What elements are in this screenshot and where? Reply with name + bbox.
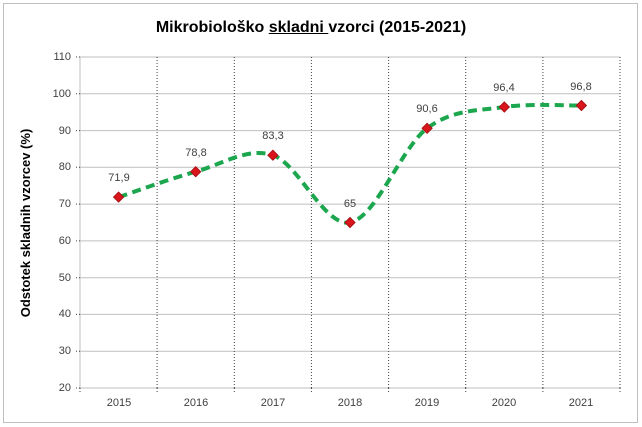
y-axis-tick-label: 60 (58, 235, 71, 247)
chart-title-prefix: Mikrobiološko (155, 19, 269, 36)
x-axis-tick-label: 2018 (337, 397, 363, 409)
y-axis-title: Odstotek skladnih vzorcev (%) (18, 128, 33, 318)
data-point-label: 83,3 (262, 130, 284, 142)
y-axis-tick-label: 30 (58, 345, 71, 357)
data-point-label: 78,8 (185, 147, 207, 159)
x-axis-tick-label: 2015 (106, 397, 132, 409)
data-point-marker (344, 216, 356, 229)
data-point-marker (112, 191, 125, 203)
chart-title: Mikrobiološko skladni vzorci (2015-2021) (0, 17, 622, 39)
y-axis-tick-label: 20 (58, 382, 71, 394)
data-point-marker (421, 122, 433, 135)
data-point-label: 90,6 (416, 103, 438, 115)
x-axis-tick-label: 2020 (491, 397, 517, 409)
x-axis-tick-label: 2019 (414, 397, 440, 409)
y-axis-tick-label: 110 (53, 51, 71, 63)
y-axis-tick-label: 70 (58, 198, 71, 210)
data-point-label: 71,9 (108, 172, 130, 184)
y-axis-tick-label: 40 (58, 308, 71, 320)
y-axis-tick-label: 100 (52, 88, 71, 100)
chart-title-underlined: skladni (268, 19, 329, 36)
data-point-marker (189, 165, 202, 178)
data-point-marker (267, 149, 279, 161)
y-axis-tick-label: 90 (58, 125, 71, 137)
y-axis-tick-label: 50 (58, 272, 71, 284)
x-axis-tick-label: 2017 (260, 397, 286, 409)
y-axis-tick-label: 80 (58, 161, 71, 173)
x-axis-tick-label: 2016 (183, 397, 209, 409)
data-point-label: 65 (343, 198, 357, 210)
data-point-marker (575, 99, 588, 112)
x-axis-tick-label: 2021 (568, 397, 594, 409)
chart-title-suffix: vzorci (2015-2021) (328, 19, 467, 36)
chart-outer-border (3, 3, 638, 423)
data-point-label: 96,8 (570, 81, 592, 93)
data-point-marker (498, 101, 511, 113)
data-point-label: 96,4 (493, 82, 515, 94)
